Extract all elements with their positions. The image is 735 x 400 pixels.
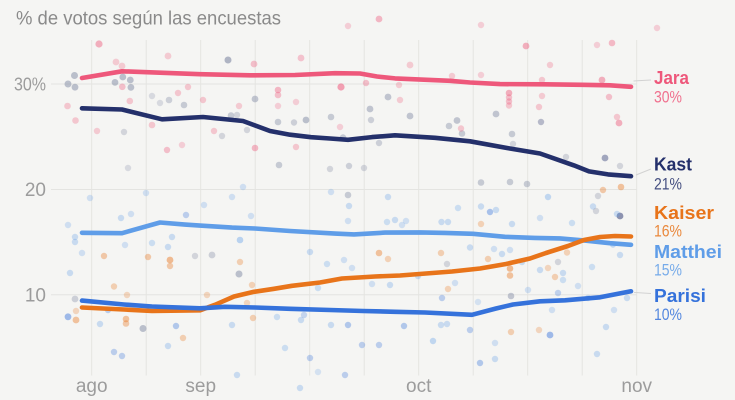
svg-text:16%: 16% — [654, 223, 682, 241]
svg-text:30%: 30% — [14, 74, 46, 95]
svg-text:30%: 30% — [654, 88, 682, 106]
svg-text:Parisi: Parisi — [654, 286, 706, 306]
svg-text:nov: nov — [621, 376, 652, 397]
svg-text:15%: 15% — [654, 262, 682, 280]
svg-text:20: 20 — [25, 180, 46, 201]
svg-text:% de votos según las encuestas: % de votos según las encuestas — [16, 8, 281, 30]
svg-text:21%: 21% — [654, 175, 682, 193]
svg-text:ago: ago — [76, 376, 108, 397]
svg-text:Kast: Kast — [654, 154, 692, 174]
svg-text:oct: oct — [406, 376, 432, 397]
svg-text:sep: sep — [185, 376, 216, 397]
svg-text:Jara: Jara — [654, 68, 690, 88]
svg-text:Matthei: Matthei — [654, 242, 722, 262]
svg-text:10: 10 — [25, 285, 46, 306]
svg-text:10%: 10% — [654, 306, 682, 324]
svg-text:Kaiser: Kaiser — [654, 203, 714, 223]
